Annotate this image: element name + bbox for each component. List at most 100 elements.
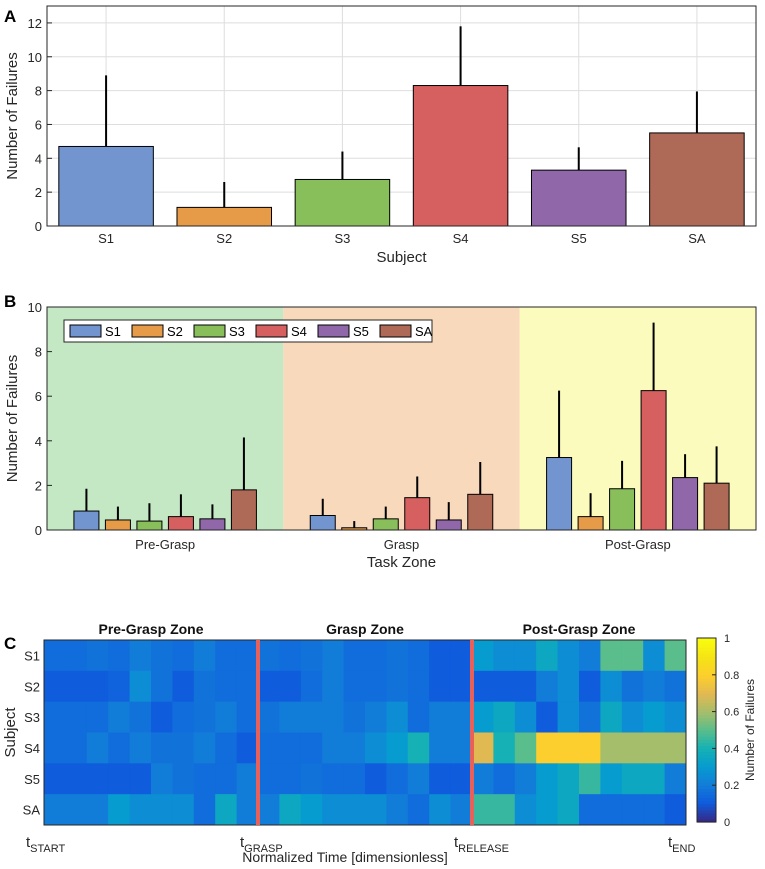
colorbar-segment <box>697 671 716 676</box>
heatmap-cell <box>493 640 516 672</box>
bar-s2 <box>577 516 604 531</box>
heatmap-cell <box>151 670 173 703</box>
colorbar-tick-label: 0 <box>724 817 730 829</box>
bar-s3 <box>136 520 163 531</box>
y-tick-label: 6 <box>35 117 42 132</box>
heatmap-cell <box>536 794 559 826</box>
heatmap-cell <box>579 794 601 826</box>
axes-frame <box>46 5 757 227</box>
colorbar-segment <box>697 662 716 667</box>
colorbar-segment <box>697 788 716 792</box>
colorbar-frame <box>696 637 717 823</box>
colorbar-segment <box>697 696 716 700</box>
heatmap-cell <box>343 640 366 672</box>
heatmap-cell <box>300 640 323 672</box>
heatmap-cell <box>365 763 387 795</box>
colorbar-segment <box>697 782 716 786</box>
heatmap-cell <box>322 732 345 764</box>
y-axis-label: Number of Failures <box>4 355 21 483</box>
heatmap-cell <box>450 640 473 672</box>
heatmap-cell <box>450 670 473 703</box>
heatmap-cell <box>450 763 473 795</box>
heatmap-cell <box>493 670 516 703</box>
legend-swatch-s2 <box>131 324 164 338</box>
heatmap-cell <box>493 763 516 795</box>
colorbar-tick-label: 0.4 <box>724 743 739 755</box>
heatmap-cell <box>193 670 216 703</box>
legend-swatch-s5 <box>317 324 350 338</box>
heatmap-cell <box>365 794 387 826</box>
y-tick-label: 0 <box>35 523 42 538</box>
colorbar-segment <box>697 690 716 694</box>
heatmap-cell <box>579 640 601 672</box>
bar-s4 <box>404 497 431 531</box>
y-tick-label: 4 <box>35 151 42 166</box>
heatmap-cell <box>193 640 216 672</box>
heatmap-cell <box>386 670 409 703</box>
colorbar-segment <box>697 641 716 645</box>
heatmap-cell <box>365 640 387 672</box>
heatmap-cell <box>258 701 280 733</box>
legend-swatch-s3 <box>193 324 226 338</box>
legend-label-s5: S5 <box>353 324 369 339</box>
heatmap-cell <box>279 640 302 672</box>
heatmap-cell <box>514 701 537 733</box>
heatmap-cell <box>664 670 687 703</box>
heatmap-cell <box>215 701 238 733</box>
heatmap-cell <box>557 670 580 703</box>
colorbar-segment <box>697 708 716 713</box>
heatmap-cell <box>151 640 173 672</box>
colorbar-tick-label: 0.8 <box>724 670 739 682</box>
heatmap-cell <box>600 732 623 764</box>
heatmap-cell <box>65 794 88 826</box>
heatmap-cell <box>365 670 387 703</box>
heatmap-cell <box>407 732 430 764</box>
colorbar-tick-label: 1 <box>724 633 730 645</box>
heatmap-cell <box>643 670 666 703</box>
y-tick-label: 8 <box>35 84 42 99</box>
colorbar-segment <box>697 674 716 679</box>
heatmap-cell <box>450 794 473 826</box>
colorbar-segment <box>697 785 716 789</box>
colorbar-segment <box>697 677 716 682</box>
heatmap-cell <box>472 670 494 703</box>
heatmap-cell <box>215 763 238 795</box>
heatmap-cell <box>65 701 88 733</box>
heatmap-cell <box>172 670 195 703</box>
heatmap-cell <box>65 640 88 672</box>
x-tick-label: tRELEASE <box>454 834 509 855</box>
heatmap-cell <box>600 640 623 672</box>
heatmap-cell <box>108 732 131 764</box>
colorbar-segment <box>697 733 716 737</box>
heatmap-cell <box>557 763 580 795</box>
y-tick-label: S1 <box>24 648 40 663</box>
bar-sa <box>649 132 745 227</box>
colorbar-segment <box>697 644 716 648</box>
heatmap-cell <box>536 763 559 795</box>
legend-swatch-s1 <box>69 324 102 338</box>
heatmap-cell <box>172 794 195 826</box>
colorbar-segment <box>697 659 716 664</box>
legend-label-s2: S2 <box>167 324 183 339</box>
heatmap-cell <box>514 640 537 672</box>
colorbar-segment <box>697 742 716 746</box>
heatmap-cell <box>407 763 430 795</box>
heatmap-cell <box>621 701 644 733</box>
colorbar-segment <box>697 638 716 642</box>
heatmap-cell <box>514 670 537 703</box>
bar-s1 <box>58 145 154 227</box>
y-tick-label: 10 <box>28 300 42 315</box>
heatmap-cell <box>172 640 195 672</box>
heatmap-cell <box>493 732 516 764</box>
heatmap-cell <box>215 670 238 703</box>
colorbar-segment <box>697 818 716 823</box>
heatmap-cell <box>258 732 280 764</box>
heatmap-cell <box>193 794 216 826</box>
heatmap-cell <box>557 794 580 826</box>
colorbar-tick-label: 0.2 <box>724 780 739 792</box>
colorbar-segment <box>697 791 716 795</box>
heatmap-cell <box>557 640 580 672</box>
colorbar-segment <box>697 815 716 820</box>
heatmap-cell <box>44 763 66 795</box>
colorbar-segment <box>697 757 716 762</box>
